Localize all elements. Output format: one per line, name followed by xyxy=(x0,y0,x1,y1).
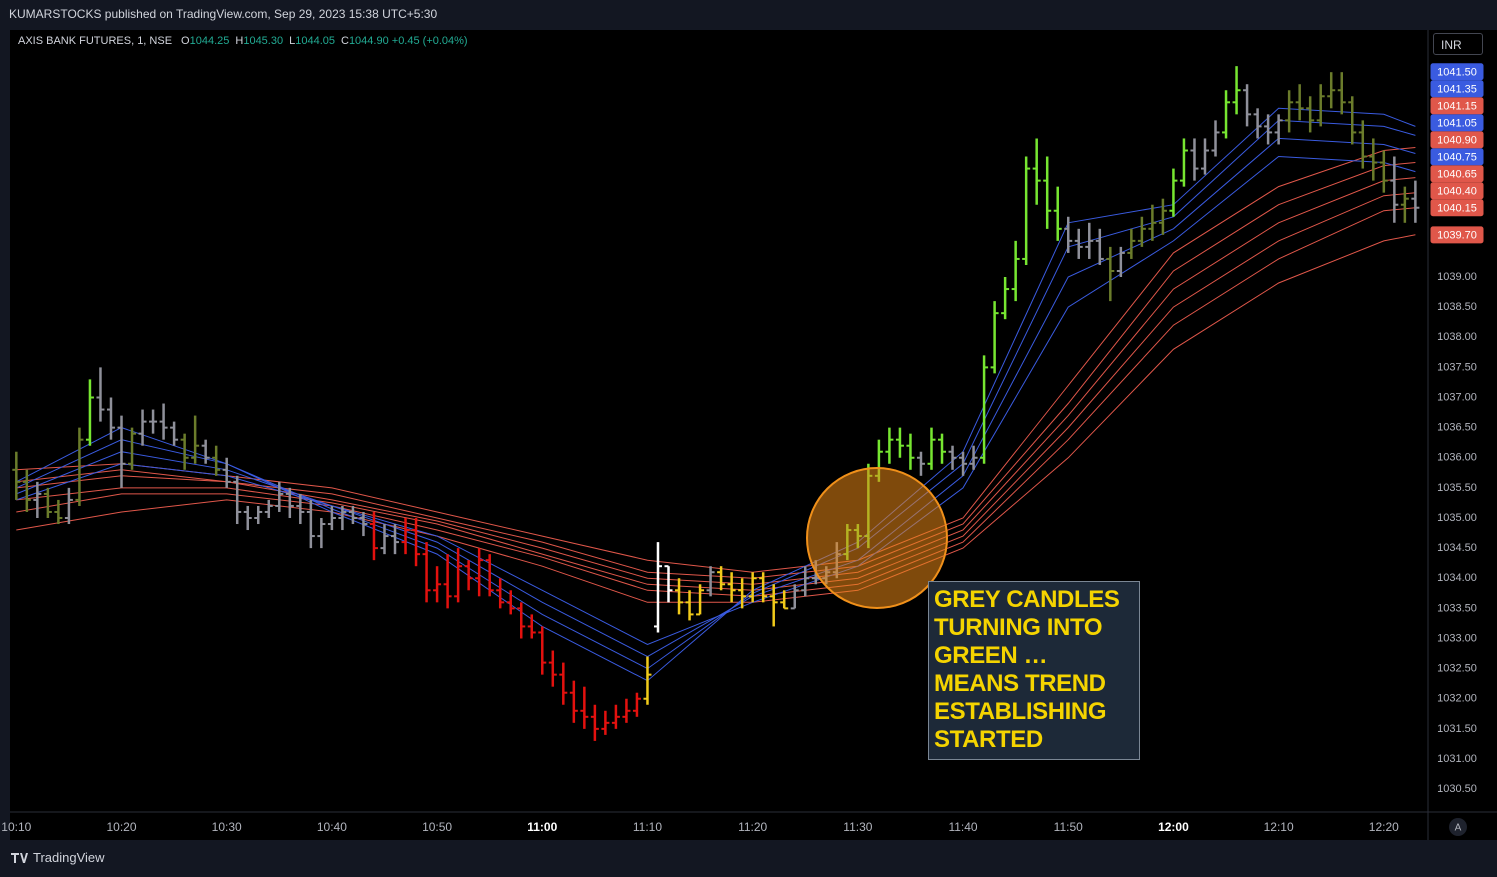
auto-label[interactable]: A xyxy=(1455,823,1462,834)
price-badge xyxy=(1430,199,1484,217)
annotation-line: ESTABLISHING xyxy=(934,698,1107,725)
symbol: AXIS BANK FUTURES, 1, NSE xyxy=(18,35,173,47)
price-badge-label: 1041.35 xyxy=(1437,84,1477,96)
ohlc-key: C xyxy=(340,35,349,47)
ohlc-value: 1045.30 xyxy=(243,35,284,47)
y-tick-label: 1032.50 xyxy=(1437,663,1477,675)
y-tick-label: 1032.00 xyxy=(1437,693,1477,705)
ohlc-value: 1044.05 xyxy=(295,35,335,47)
logo xyxy=(11,853,28,863)
y-tick-label: 1037.50 xyxy=(1437,361,1477,373)
y-tick-label: 1036.00 xyxy=(1437,452,1477,464)
legend: AXIS BANK FUTURES, 1, NSE O1044.25 H1045.3… xyxy=(18,35,468,47)
price-badge xyxy=(1430,114,1484,132)
annotation-line: GREY CANDLES xyxy=(934,586,1120,613)
y-tick-label: 1033.00 xyxy=(1437,632,1477,644)
highlight-circle xyxy=(806,467,948,609)
price-badge-label: 1041.50 xyxy=(1437,67,1477,79)
x-tick-label: 10:40 xyxy=(317,820,347,834)
y-tick-label: 1030.50 xyxy=(1437,783,1477,795)
price-badge-label: 1040.40 xyxy=(1437,186,1477,198)
price-badge-label: 1040.15 xyxy=(1437,203,1477,215)
y-tick-label: 1036.50 xyxy=(1437,422,1477,434)
y-tick-label: 1034.00 xyxy=(1437,572,1477,584)
plot-area xyxy=(10,30,1428,812)
price-badge xyxy=(1430,80,1484,98)
y-tick-label: 1034.50 xyxy=(1437,542,1477,554)
annotation-line: STARTED xyxy=(934,726,1043,753)
x-tick-label: 11:10 xyxy=(633,820,662,834)
ohlc-key: L xyxy=(289,35,296,47)
y-tick-label: 1038.50 xyxy=(1437,301,1477,313)
y-tick-label: 1037.00 xyxy=(1437,391,1477,403)
price-badge xyxy=(1430,182,1484,200)
axes: 1030.50 1031.00 1031.50 1032.00 1032.50 1033.… xyxy=(1,63,1484,834)
x-tick-label: 12:10 xyxy=(1264,820,1294,834)
price-badge-label: 1041.05 xyxy=(1437,118,1477,130)
annotation: GREY CANDLES TURNING INTO GREEN … MEANS TRE… xyxy=(928,581,1140,760)
brand: TradingView xyxy=(33,850,105,865)
y-tick-label: 1039.00 xyxy=(1437,271,1477,283)
price-badge xyxy=(1430,131,1484,149)
time-axis xyxy=(10,812,1428,840)
price-badge xyxy=(1430,226,1484,244)
y-tick-label: 1031.50 xyxy=(1437,723,1477,735)
ohlc-value: 1044.25 xyxy=(189,35,230,47)
price-badge-label: 1041.15 xyxy=(1437,101,1477,113)
price-badge xyxy=(1430,63,1484,81)
change: +0.45 (+0.04%) xyxy=(391,35,468,47)
ohlc-value: 1044.90 xyxy=(348,35,389,47)
price-badge xyxy=(1430,148,1484,166)
price-badge xyxy=(1430,165,1484,183)
price-badge xyxy=(1430,97,1484,115)
x-tick-label: 10:20 xyxy=(106,820,136,834)
annotation-line: MEANS TREND xyxy=(934,670,1106,697)
currency-button[interactable]: INR xyxy=(1433,33,1483,55)
x-tick-label: 11:30 xyxy=(843,820,872,834)
auto-button[interactable] xyxy=(1449,818,1467,836)
price-badge-label: 1040.75 xyxy=(1437,152,1477,164)
y-tick-label: 1035.50 xyxy=(1437,482,1477,494)
annotation-line: GREEN … xyxy=(934,642,1048,669)
ohlc-key: H xyxy=(235,35,244,47)
plot-marks xyxy=(12,66,1420,741)
x-tick-label: 10:50 xyxy=(422,820,452,834)
x-tick-label: 12:20 xyxy=(1369,820,1399,834)
x-tick-label: 10:10 xyxy=(1,820,31,834)
ohlc-key: O xyxy=(181,35,190,47)
x-tick-label: 11:20 xyxy=(738,820,767,834)
publisher: KUMARSTOCKS published on TradingView.com… xyxy=(9,7,438,21)
y-tick-label: 1038.00 xyxy=(1437,331,1477,343)
price-badge-label: 1040.65 xyxy=(1437,169,1477,181)
ohlc-values: O1044.25 H1045.30 L1044.05 C1044.90 xyxy=(172,35,389,47)
x-tick-label: 12:00 xyxy=(1158,820,1189,834)
price-badge-label: 1040.90 xyxy=(1437,135,1477,147)
x-tick-label: 11:50 xyxy=(1054,820,1083,834)
y-tick-label: 1031.00 xyxy=(1437,753,1477,765)
price-badge-label: 1039.70 xyxy=(1437,230,1477,242)
x-tick-label: 11:00 xyxy=(527,820,557,834)
x-tick-label: 10:30 xyxy=(212,820,242,834)
y-tick-label: 1035.00 xyxy=(1437,512,1477,524)
annotation-line: TURNING INTO xyxy=(934,614,1103,641)
x-tick-label: 11:40 xyxy=(948,820,977,834)
y-tick-label: 1033.50 xyxy=(1437,602,1477,614)
